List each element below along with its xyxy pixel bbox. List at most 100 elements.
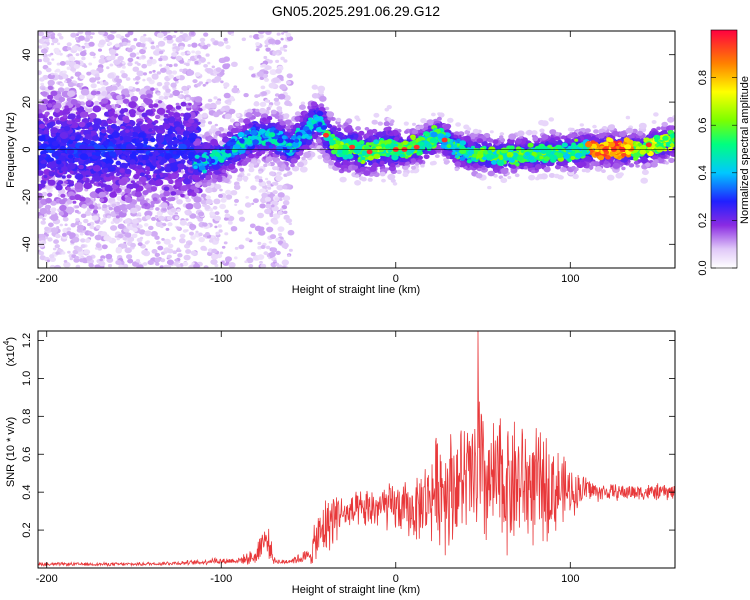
spectrogram-cell <box>64 180 68 184</box>
spectrogram-cell <box>367 177 373 182</box>
spectrogram-cell <box>264 208 272 215</box>
spectrogram-cell <box>205 195 211 200</box>
spectrogram-cell <box>196 54 202 59</box>
spectrogram-cell <box>223 92 231 99</box>
spectrogram-cell <box>96 81 101 84</box>
spectrogram-cell <box>80 238 86 243</box>
spectrogram-cell <box>154 87 159 91</box>
spectrogram-cell <box>110 225 118 231</box>
spectrogram-cell <box>66 120 73 125</box>
spectrogram-cell <box>194 96 203 103</box>
spectrogram-cell <box>539 128 545 133</box>
spectrogram-cell <box>186 51 191 55</box>
spectrogram-cell <box>74 71 82 77</box>
spectrogram-cell <box>59 204 67 212</box>
spectrogram-cell <box>78 94 85 100</box>
spectrogram-cell <box>199 119 206 125</box>
spectrogram-cell <box>294 111 301 117</box>
spectrogram-cell <box>285 218 292 224</box>
spectrogram-cell <box>185 203 194 210</box>
spectrogram-cell <box>123 117 130 124</box>
spectrogram-cell <box>94 73 100 78</box>
spectrogram-cell <box>179 238 186 244</box>
spectrogram-cell <box>40 160 46 165</box>
spectrogram-cell <box>55 120 62 125</box>
spectrogram-cell <box>258 176 263 180</box>
spectrogram-cell <box>120 70 125 74</box>
spectrogram-cell <box>206 68 214 74</box>
spectrogram-cell <box>161 238 165 241</box>
spectrogram-cell <box>267 186 272 190</box>
spectrogram-cell <box>431 112 436 117</box>
spectrogram-cell <box>246 257 254 264</box>
spectrogram-cell <box>218 133 223 137</box>
spectrogram-cell <box>194 202 201 207</box>
spectrogram-cell <box>105 173 111 178</box>
spectrogram-cell <box>109 151 116 157</box>
spectrogram-cell <box>64 223 68 227</box>
spectrogram-cell <box>41 87 46 91</box>
spectrogram-cell <box>205 232 210 236</box>
spectrogram-cell <box>264 196 271 202</box>
spectrogram-cell <box>187 60 191 63</box>
spectrogram-cell <box>226 194 233 200</box>
spectrogram-cell <box>158 215 165 221</box>
spectrogram-cell <box>166 34 173 41</box>
spectrogram-cell <box>68 232 76 238</box>
spectrogram-cell <box>126 112 130 116</box>
spectrogram-cell <box>161 196 167 202</box>
spectrogram-cell <box>102 219 107 223</box>
spectrogram-cell <box>268 38 276 45</box>
spectrogram-cell <box>78 164 84 170</box>
spectrogram-cell <box>92 123 100 130</box>
spectrogram-cell <box>80 88 90 96</box>
spectrogram-cell <box>148 225 154 231</box>
spectrogram-cell <box>528 174 536 181</box>
spectrogram-cell <box>163 186 170 191</box>
spectrogram-cell <box>143 223 149 227</box>
spectrogram-cell <box>281 259 289 266</box>
spectrogram-cell <box>179 45 185 50</box>
spectrogram-cell <box>38 128 44 135</box>
spectrogram-cell <box>141 112 148 118</box>
spectrogram-cell <box>213 134 218 139</box>
spectrogram-cell <box>125 147 132 153</box>
spectrogram-cell <box>89 225 95 230</box>
spectrogram-cell <box>83 160 89 165</box>
spectrogram-cell <box>191 104 197 109</box>
spectrogram-cell <box>224 213 231 218</box>
spectrogram-cell <box>85 34 90 38</box>
spectrogram-cell <box>212 205 218 210</box>
spectrogram-cell <box>265 222 269 225</box>
spectrogram-cell <box>122 263 129 268</box>
spectrogram-cell <box>229 118 235 123</box>
spectrogram-cell <box>152 69 156 73</box>
spectrogram-cell <box>139 236 144 240</box>
spectrogram-cell <box>48 170 54 175</box>
spectrogram-cell <box>59 145 67 151</box>
spectrogram-cell <box>155 207 160 211</box>
spectrogram-cell <box>67 113 76 120</box>
spectrogram-cell <box>212 111 220 118</box>
spectrogram-cell <box>176 75 181 80</box>
spectrogram-cell <box>156 32 164 39</box>
spectrogram-cell <box>88 204 95 209</box>
spectrogram-cell <box>180 101 187 107</box>
spectrogram-cell <box>189 231 194 236</box>
spectrogram-cell <box>56 160 62 165</box>
spectrogram-cell <box>249 35 253 38</box>
spectrogram-cell <box>150 87 155 91</box>
spectrogram-cell <box>185 218 189 221</box>
spectrogram-cell <box>83 65 88 68</box>
spectrogram-cell <box>257 31 265 35</box>
spectrogram-cell <box>265 47 271 52</box>
spectrogram-cell <box>220 80 224 84</box>
spectrogram-cell <box>159 265 164 268</box>
spectrogram-cell <box>246 173 251 177</box>
spectrogram-cell <box>318 90 324 95</box>
spectrogram-cell <box>170 172 179 180</box>
spectrogram-cell <box>92 135 100 142</box>
spectrogram-cell <box>176 208 181 212</box>
spectrogram-cell <box>95 243 102 249</box>
